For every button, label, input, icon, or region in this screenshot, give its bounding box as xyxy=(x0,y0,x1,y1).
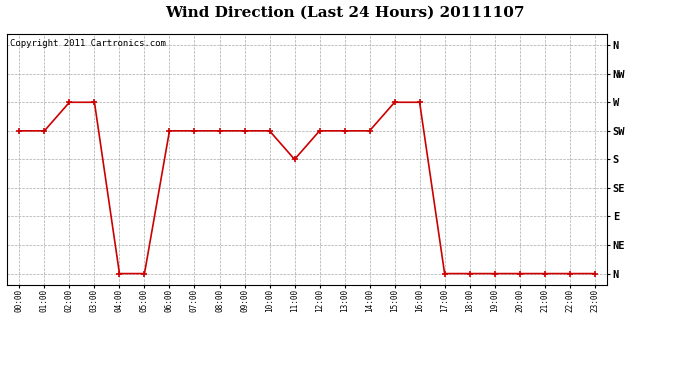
Text: Wind Direction (Last 24 Hours) 20111107: Wind Direction (Last 24 Hours) 20111107 xyxy=(165,6,525,20)
Text: Copyright 2011 Cartronics.com: Copyright 2011 Cartronics.com xyxy=(10,39,166,48)
